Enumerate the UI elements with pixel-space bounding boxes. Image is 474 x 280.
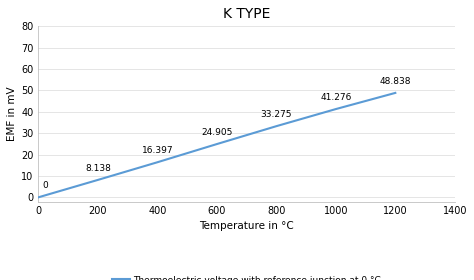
Y-axis label: EMF in mV: EMF in mV: [7, 87, 17, 141]
Legend: Thermoelectric voltage with reference junction at 0 °C: Thermoelectric voltage with reference ju…: [108, 272, 385, 280]
Text: 41.276: 41.276: [320, 93, 352, 102]
Title: K TYPE: K TYPE: [223, 7, 270, 21]
Text: 0: 0: [42, 181, 48, 190]
X-axis label: Temperature in °C: Temperature in °C: [199, 221, 294, 231]
Text: 16.397: 16.397: [142, 146, 173, 155]
Text: 33.275: 33.275: [261, 110, 292, 119]
Text: 48.838: 48.838: [380, 77, 411, 86]
Text: 8.138: 8.138: [85, 164, 111, 173]
Text: 24.905: 24.905: [201, 128, 233, 137]
